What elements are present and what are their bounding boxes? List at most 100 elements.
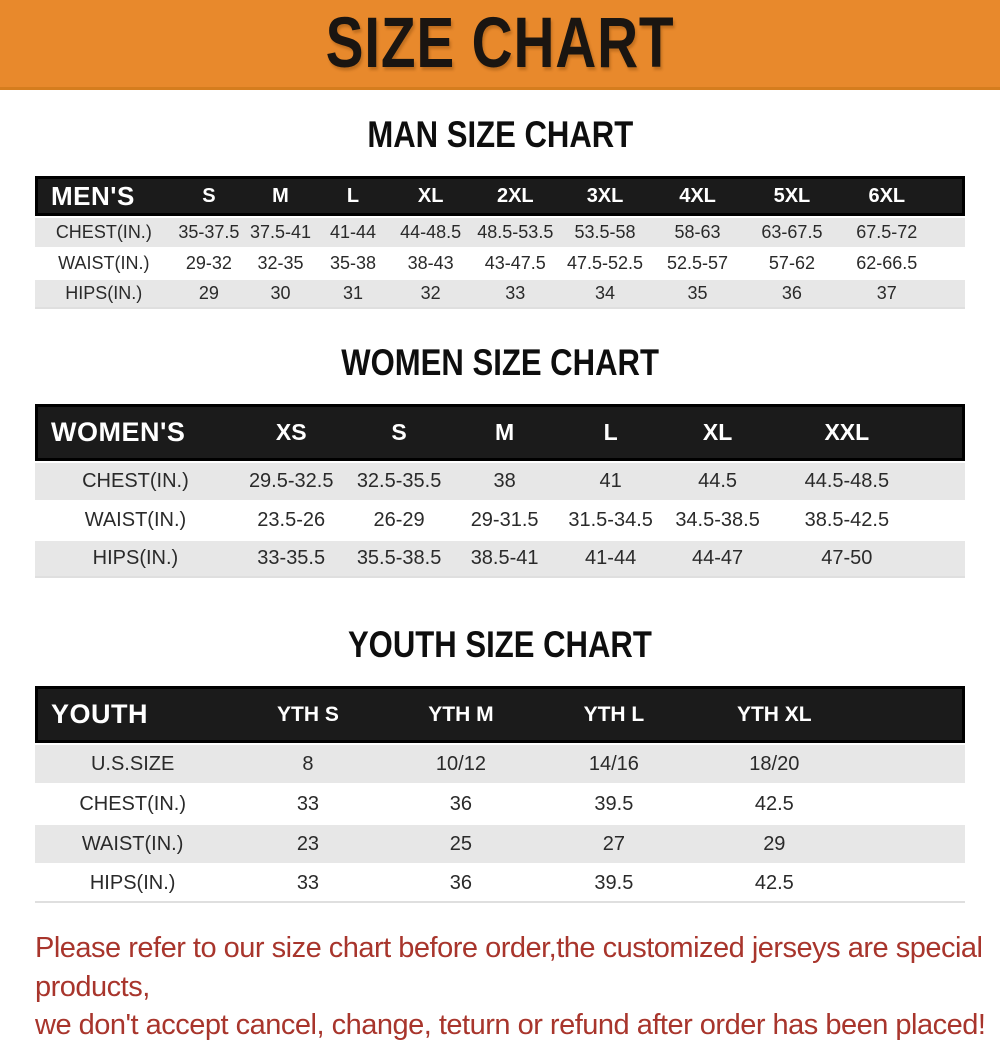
size-value: 35.5-38.5 — [346, 539, 452, 578]
measurement-row: U.S.SIZE 8 10/12 14/16 18/20 — [35, 743, 965, 783]
header-filler-cell — [922, 404, 965, 461]
size-column-header: YTH XL — [691, 686, 858, 743]
table-header-row: WOMEN'S XS S M L XL XXL — [35, 404, 965, 461]
measurement-row: WAIST(IN.) 29-32 32-35 35-38 38-43 43-47.5 47.… — [35, 247, 965, 278]
size-value: 36 — [385, 863, 537, 903]
size-section-youth: YOUTH SIZE CHART YOUTH YTH S YTH M YTH L YTH … — [0, 624, 1000, 903]
size-column-header: L — [315, 176, 391, 216]
row-filler-cell — [934, 247, 965, 278]
size-value: 35 — [650, 278, 745, 309]
size-column-header: 6XL — [839, 176, 935, 216]
measurement-row: CHEST(IN.) 35-37.5 37.5-41 41-44 44-48.5 48.5… — [35, 216, 965, 247]
measurement-row-label: HIPS(IN.) — [35, 863, 231, 903]
size-section-women: WOMEN SIZE CHART WOMEN'S XS S M L XL XXL CHEST(I… — [0, 342, 1000, 578]
size-value: 29 — [691, 823, 858, 863]
measurement-row: CHEST(IN.) 33 36 39.5 42.5 — [35, 783, 965, 823]
size-value: 23 — [230, 823, 386, 863]
measurement-row-label: HIPS(IN.) — [35, 539, 236, 578]
size-value: 36 — [744, 278, 840, 309]
size-value: 33-35.5 — [235, 539, 347, 578]
measurement-row-label: HIPS(IN.) — [35, 278, 173, 309]
header-filler-cell — [934, 176, 965, 216]
size-value: 57-62 — [744, 247, 840, 278]
size-value: 52.5-57 — [650, 247, 745, 278]
size-value: 63-67.5 — [744, 216, 840, 247]
table-header-row: YOUTH YTH S YTH M YTH L YTH XL — [35, 686, 965, 743]
section-title-women: WOMEN SIZE CHART — [0, 342, 1000, 384]
measurement-row: HIPS(IN.) 29 30 31 32 33 34 35 36 37 — [35, 278, 965, 309]
measurement-row: WAIST(IN.) 23 25 27 29 — [35, 823, 965, 863]
size-value: 62-66.5 — [839, 247, 935, 278]
notice-line-1: Please refer to our size chart before or… — [35, 932, 983, 1003]
size-column-header: 3XL — [559, 176, 651, 216]
size-table-women: WOMEN'S XS S M L XL XXL CHEST(IN.) 29.5-32.5 32.5… — [35, 404, 965, 578]
measurement-row: HIPS(IN.) 33-35.5 35.5-38.5 38.5-41 41-44 44-… — [35, 539, 965, 578]
size-value: 29-31.5 — [451, 500, 558, 539]
section-title-men: MAN SIZE CHART — [0, 114, 1000, 156]
size-value: 29.5-32.5 — [235, 461, 347, 500]
size-value: 37 — [839, 278, 935, 309]
section-title-youth: YOUTH SIZE CHART — [0, 624, 1000, 666]
size-column-header: YTH S — [230, 686, 386, 743]
section-title-text: MAN SIZE CHART — [367, 114, 633, 155]
row-filler-cell — [922, 500, 965, 539]
size-value: 33 — [230, 783, 386, 823]
size-column-header: M — [245, 176, 316, 216]
size-value: 41-44 — [557, 539, 664, 578]
size-value: 25 — [385, 823, 537, 863]
size-value: 33 — [471, 278, 560, 309]
measurement-row-label: WAIST(IN.) — [35, 823, 231, 863]
size-value: 44.5 — [663, 461, 772, 500]
size-value: 35-38 — [315, 247, 391, 278]
size-value: 31 — [315, 278, 391, 309]
order-notice: Please refer to our size chart before or… — [35, 929, 1000, 1045]
measurement-row-label: CHEST(IN.) — [35, 461, 236, 500]
table-header-row: MEN'S S M L XL 2XL 3XL 4XL 5XL 6XL — [35, 176, 965, 216]
size-column-header: 5XL — [744, 176, 840, 216]
size-value: 18/20 — [691, 743, 858, 783]
size-value: 38-43 — [390, 247, 472, 278]
size-column-header: S — [172, 176, 246, 216]
size-value: 29-32 — [172, 247, 246, 278]
row-filler-cell — [857, 823, 965, 863]
size-value: 47.5-52.5 — [559, 247, 651, 278]
size-value: 34.5-38.5 — [663, 500, 772, 539]
size-column-header: 4XL — [650, 176, 745, 216]
size-value: 43-47.5 — [471, 247, 560, 278]
size-value: 32 — [390, 278, 472, 309]
size-value: 10/12 — [385, 743, 537, 783]
size-value: 41-44 — [315, 216, 391, 247]
size-value: 44.5-48.5 — [771, 461, 923, 500]
measurement-row-label: U.S.SIZE — [35, 743, 231, 783]
size-value: 23.5-26 — [235, 500, 347, 539]
banner-title: SIZE CHART — [325, 4, 675, 83]
size-column-header: XL — [663, 404, 772, 461]
size-value: 58-63 — [650, 216, 745, 247]
size-value: 32-35 — [245, 247, 316, 278]
size-value: 32.5-35.5 — [346, 461, 452, 500]
size-value: 38 — [451, 461, 558, 500]
size-table-youth: YOUTH YTH S YTH M YTH L YTH XL U.S.SIZE 8 10/12… — [35, 686, 965, 903]
size-column-header: YTH L — [536, 686, 692, 743]
size-value: 42.5 — [691, 863, 858, 903]
size-value: 48.5-53.5 — [471, 216, 560, 247]
row-filler-cell — [922, 539, 965, 578]
size-chart-banner: SIZE CHART — [0, 0, 1000, 90]
size-column-header: 2XL — [471, 176, 560, 216]
section-title-text: WOMEN SIZE CHART — [341, 342, 659, 383]
size-value: 29 — [172, 278, 246, 309]
size-section-men: MAN SIZE CHART MEN'S S M L XL 2XL 3XL 4XL 5XL 6XL C… — [0, 114, 1000, 309]
size-value: 39.5 — [536, 783, 692, 823]
measurement-row-label: WAIST(IN.) — [35, 500, 236, 539]
table-corner-label: YOUTH — [35, 686, 231, 743]
header-filler-cell — [857, 686, 965, 743]
row-filler-cell — [934, 278, 965, 309]
size-value: 8 — [230, 743, 386, 783]
measurement-row-label: CHEST(IN.) — [35, 216, 173, 247]
size-value: 37.5-41 — [245, 216, 316, 247]
size-value: 41 — [557, 461, 664, 500]
measurement-row-label: WAIST(IN.) — [35, 247, 173, 278]
size-value: 34 — [559, 278, 651, 309]
measurement-row: HIPS(IN.) 33 36 39.5 42.5 — [35, 863, 965, 903]
size-table-men: MEN'S S M L XL 2XL 3XL 4XL 5XL 6XL CHEST(IN.) 35-37… — [35, 176, 965, 309]
